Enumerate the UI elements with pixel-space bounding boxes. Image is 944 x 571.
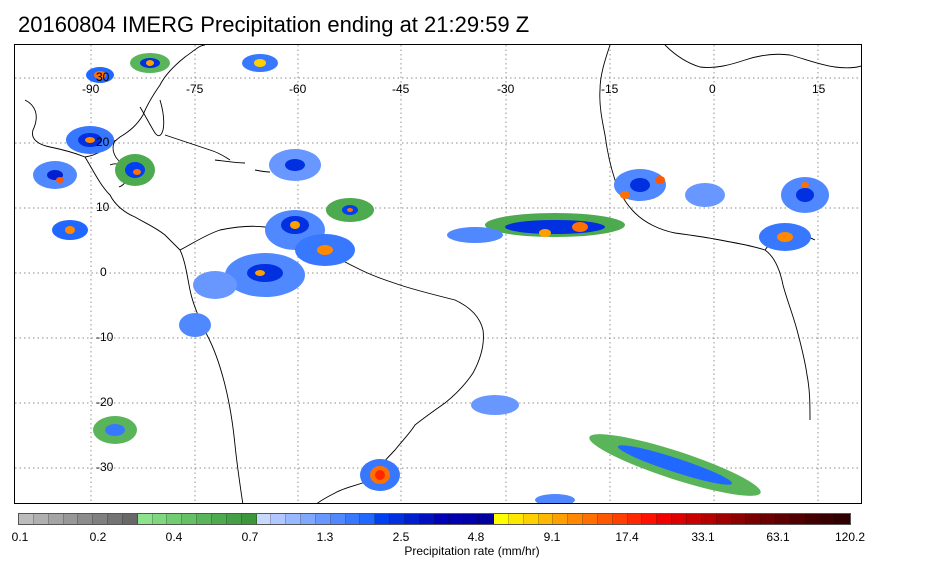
colorbar-cell [508, 514, 524, 524]
colorbar-tick-label: 0.7 [241, 530, 259, 544]
colorbar-cell [568, 514, 584, 524]
colorbar-cell [315, 514, 331, 524]
colorbar-cell [701, 514, 717, 524]
colorbar-cell [538, 514, 554, 524]
lon-label: -15 [601, 82, 619, 96]
colorbar-cell [672, 514, 687, 524]
lon-label: -30 [497, 82, 515, 96]
colorbar-cell [404, 514, 420, 524]
colorbar-cell [761, 514, 777, 524]
colorbar-cell [612, 514, 628, 524]
colorbar-cell [686, 514, 702, 524]
colorbar-cell [419, 514, 435, 524]
colorbar-cell [494, 514, 509, 524]
precipitation-patches [33, 53, 829, 503]
colorbar [18, 513, 851, 525]
lon-label: 0 [709, 82, 716, 96]
graticule [15, 45, 861, 503]
lat-label: -20 [96, 395, 114, 409]
colorbar-cell [464, 514, 480, 524]
colorbar-cell [360, 514, 376, 524]
lat-label: -10 [96, 330, 114, 344]
colorbar-cell [449, 514, 465, 524]
colorbar-cell [642, 514, 658, 524]
lon-label: -45 [392, 82, 410, 96]
lon-label: -75 [186, 82, 204, 96]
colorbar-cell [271, 514, 287, 524]
colorbar-cell [820, 514, 836, 524]
colorbar-cell [93, 514, 109, 524]
colorbar-cell [226, 514, 242, 524]
colorbar-cell [627, 514, 643, 524]
colorbar-tick-label: 33.1 [691, 530, 715, 544]
colorbar-cell [835, 514, 851, 524]
colorbar-tick-label: 0.4 [165, 530, 183, 544]
colorbar-cell [731, 514, 747, 524]
colorbar-cell [63, 514, 79, 524]
colorbar-tick-label: 120.2 [834, 530, 866, 544]
colorbar-cell [197, 514, 212, 524]
colorbar-cell [345, 514, 361, 524]
coastlines [24, 45, 861, 503]
colorbar-cell [583, 514, 598, 524]
colorbar-cell [716, 514, 732, 524]
colorbar-tick-label: 2.5 [392, 530, 410, 544]
colorbar-tick-label: 4.8 [467, 530, 485, 544]
colorbar-tick-label: 1.3 [316, 530, 334, 544]
colorbar-tick-label: 0.2 [89, 530, 107, 544]
colorbar-cell [479, 514, 494, 524]
lat-label: 30 [96, 70, 110, 84]
colorbar-cell [790, 514, 806, 524]
colorbar-cell [375, 514, 391, 524]
colorbar-cell [390, 514, 405, 524]
map-title: 20160804 IMERG Precipitation ending at 2… [18, 12, 530, 37]
colorbar-label: Precipitation rate (mm/hr) [404, 544, 540, 558]
colorbar-cell [152, 514, 168, 524]
colorbar-cell [330, 514, 346, 524]
colorbar-cell [746, 514, 762, 524]
colorbar-cell [256, 514, 272, 524]
lon-label: -90 [82, 82, 100, 96]
colorbar-tick-label: 0.1 [11, 530, 29, 544]
colorbar-cell [48, 514, 64, 524]
colorbar-cell [137, 514, 153, 524]
colorbar-cell [19, 514, 34, 524]
colorbar-cell [286, 514, 302, 524]
colorbar-tick-label: 63.1 [766, 530, 790, 544]
colorbar-tick-label: 9.1 [543, 530, 561, 544]
colorbar-cell [108, 514, 123, 524]
colorbar-cell [211, 514, 227, 524]
colorbar-cell [241, 514, 257, 524]
colorbar-cell [301, 514, 316, 524]
colorbar-cell [657, 514, 673, 524]
colorbar-cell [182, 514, 198, 524]
lon-label: -60 [289, 82, 307, 96]
colorbar-cell [78, 514, 94, 524]
colorbar-cell [523, 514, 539, 524]
colorbar-cell [33, 514, 49, 524]
colorbar-cell [167, 514, 183, 524]
precipitation-map [14, 44, 862, 504]
colorbar-cell [776, 514, 791, 524]
lat-label: -30 [96, 460, 114, 474]
lat-label: 10 [96, 200, 110, 214]
lat-label: 20 [96, 135, 110, 149]
lon-label: 15 [812, 82, 826, 96]
map-canvas [15, 45, 861, 503]
colorbar-tick-label: 17.4 [615, 530, 639, 544]
colorbar-cell [597, 514, 613, 524]
colorbar-cell [122, 514, 138, 524]
colorbar-cell [553, 514, 569, 524]
lat-label: 0 [100, 265, 107, 279]
colorbar-cell [805, 514, 821, 524]
colorbar-cell [434, 514, 450, 524]
